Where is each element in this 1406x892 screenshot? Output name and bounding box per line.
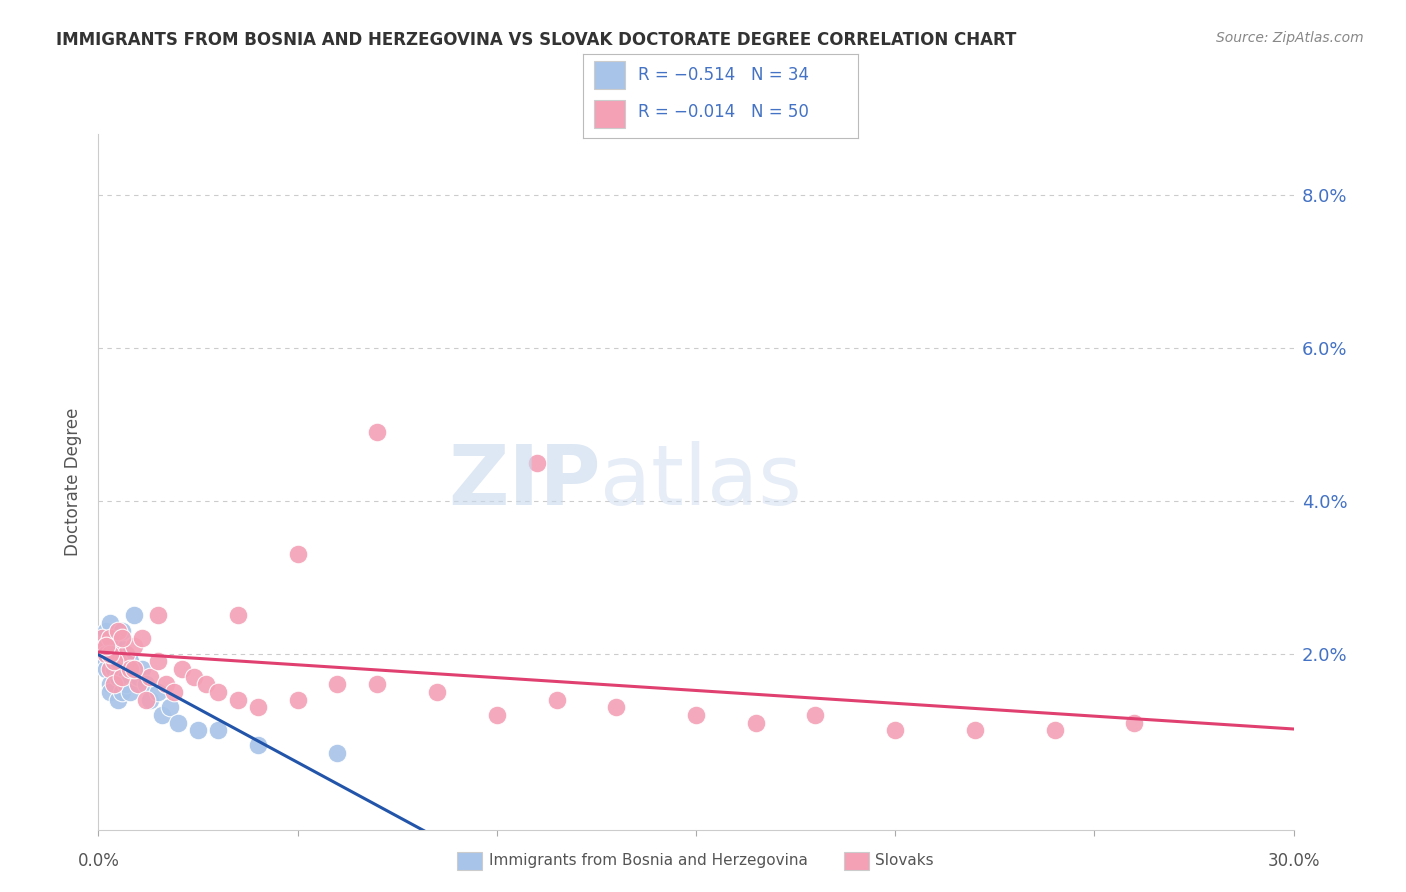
Text: Slovaks: Slovaks <box>875 854 934 868</box>
Point <box>96 624 118 638</box>
Point <box>120 654 142 668</box>
Point <box>485 707 508 722</box>
Point <box>100 616 122 631</box>
Point <box>187 723 209 738</box>
Point <box>120 685 142 699</box>
Point <box>124 662 146 676</box>
Point <box>96 639 118 653</box>
Point <box>103 632 125 646</box>
Point <box>100 647 122 661</box>
Point <box>135 677 157 691</box>
Text: ZIP: ZIP <box>449 442 600 522</box>
Point <box>546 692 568 706</box>
FancyBboxPatch shape <box>595 100 624 128</box>
Point <box>96 662 118 676</box>
Point <box>103 662 125 676</box>
Point <box>884 723 907 738</box>
Text: Immigrants from Bosnia and Herzegovina: Immigrants from Bosnia and Herzegovina <box>489 854 808 868</box>
Point <box>167 715 190 730</box>
Point <box>107 670 129 684</box>
Point <box>120 662 142 676</box>
Point <box>100 662 122 676</box>
Point <box>111 654 134 668</box>
Point <box>107 639 129 653</box>
Point <box>183 670 205 684</box>
Point <box>207 723 229 738</box>
Point <box>100 632 122 646</box>
Point <box>139 670 162 684</box>
Point <box>115 677 138 691</box>
Point <box>107 654 129 668</box>
Point <box>103 647 125 661</box>
Point <box>526 456 548 470</box>
Point <box>326 677 349 691</box>
Point <box>124 639 146 653</box>
Point <box>148 654 170 668</box>
Text: IMMIGRANTS FROM BOSNIA AND HERZEGOVINA VS SLOVAK DOCTORATE DEGREE CORRELATION CH: IMMIGRANTS FROM BOSNIA AND HERZEGOVINA V… <box>56 31 1017 49</box>
Point <box>131 632 153 646</box>
Point <box>246 700 269 714</box>
Point <box>135 692 157 706</box>
Point <box>287 547 309 561</box>
Point <box>148 608 170 623</box>
Text: R = −0.014   N = 50: R = −0.014 N = 50 <box>638 103 810 121</box>
Point <box>124 608 146 623</box>
Point <box>115 647 138 661</box>
Point <box>91 639 114 653</box>
Point <box>287 692 309 706</box>
Text: R = −0.514   N = 34: R = −0.514 N = 34 <box>638 66 810 84</box>
Point <box>103 677 125 691</box>
Point <box>195 677 218 691</box>
Point <box>150 707 173 722</box>
Point <box>107 692 129 706</box>
Point <box>148 685 170 699</box>
Point <box>172 662 194 676</box>
Point <box>127 670 149 684</box>
Point <box>366 425 388 439</box>
FancyBboxPatch shape <box>595 62 624 89</box>
Point <box>100 647 122 661</box>
Point <box>96 647 118 661</box>
Point <box>103 654 125 668</box>
Point <box>226 692 249 706</box>
Point <box>163 685 186 699</box>
Point <box>127 677 149 691</box>
Point <box>96 639 118 653</box>
Point <box>745 715 768 730</box>
Point <box>111 632 134 646</box>
Text: atlas: atlas <box>600 442 801 522</box>
Text: 0.0%: 0.0% <box>77 852 120 870</box>
Point <box>124 662 146 676</box>
Point <box>1123 715 1146 730</box>
Point <box>1043 723 1066 738</box>
Point <box>107 624 129 638</box>
Point <box>111 670 134 684</box>
Point <box>115 647 138 661</box>
Point <box>159 700 181 714</box>
Text: Source: ZipAtlas.com: Source: ZipAtlas.com <box>1216 31 1364 45</box>
Point <box>207 685 229 699</box>
Point <box>111 685 134 699</box>
Y-axis label: Doctorate Degree: Doctorate Degree <box>65 408 83 556</box>
Point <box>426 685 449 699</box>
Point <box>685 707 707 722</box>
Point <box>139 692 162 706</box>
Point <box>246 739 269 753</box>
Point <box>111 624 134 638</box>
Point <box>366 677 388 691</box>
Point <box>100 685 122 699</box>
Point <box>804 707 827 722</box>
Point <box>131 662 153 676</box>
Point <box>96 654 118 668</box>
Point <box>226 608 249 623</box>
Point <box>326 746 349 760</box>
Point <box>605 700 627 714</box>
Point <box>91 632 114 646</box>
Text: 30.0%: 30.0% <box>1267 852 1320 870</box>
Point <box>100 677 122 691</box>
Point <box>963 723 986 738</box>
Point <box>155 677 177 691</box>
